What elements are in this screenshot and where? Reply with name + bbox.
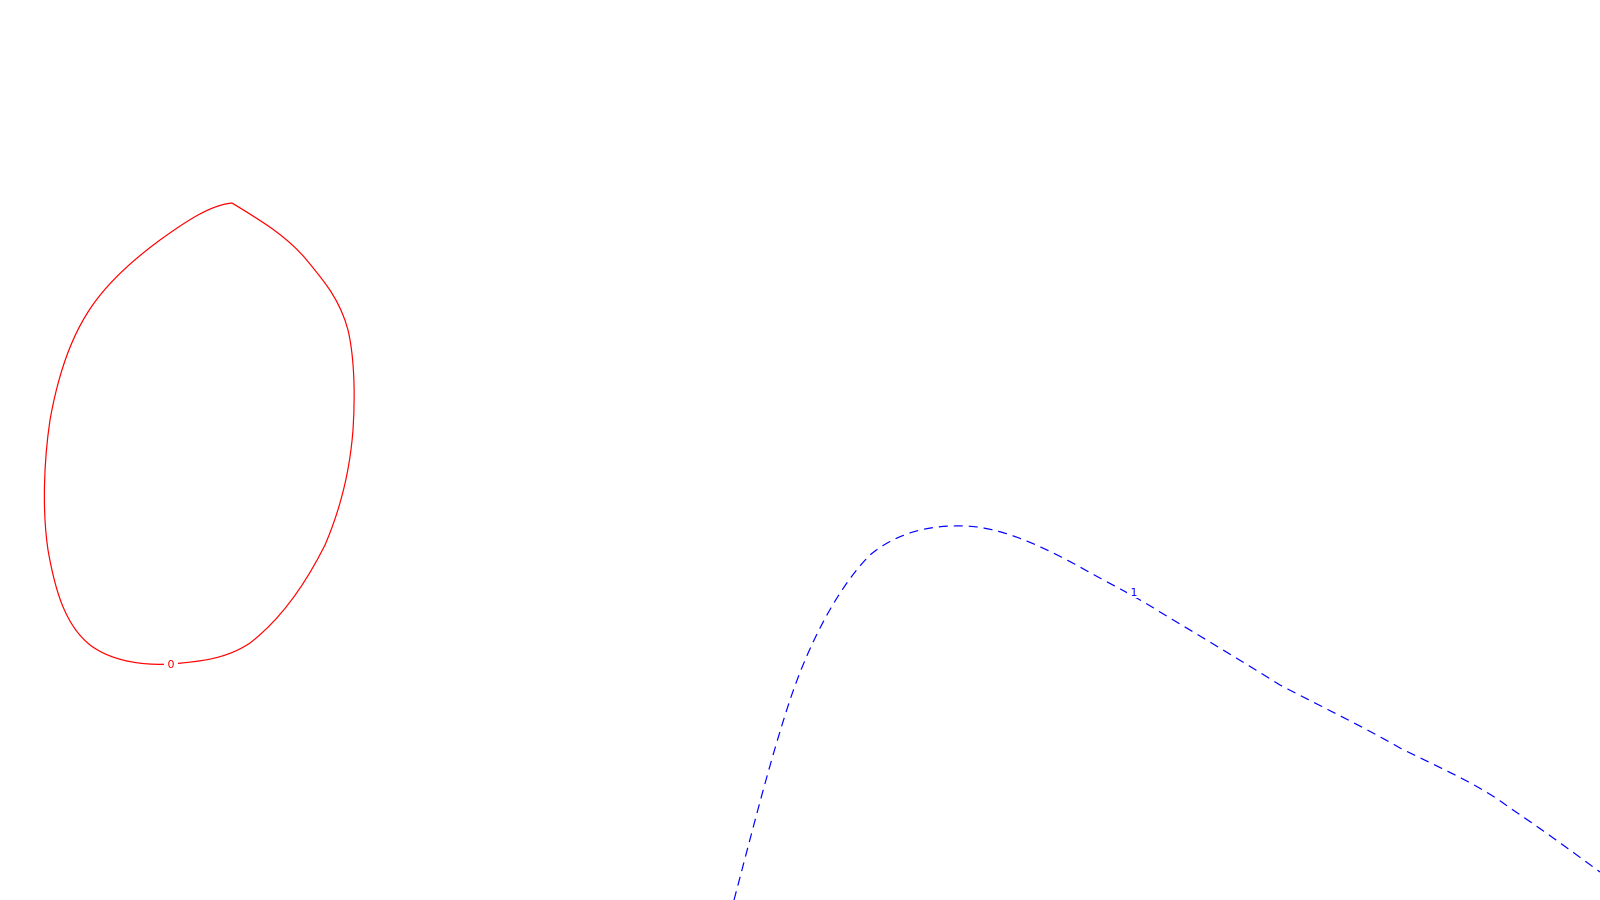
contour-1-label-bg: [1127, 585, 1141, 598]
contour-0-label: 0: [168, 658, 175, 671]
contour-1: 1: [733, 525, 1600, 900]
contour-0: 0: [43, 202, 355, 671]
contour-1-line: [733, 525, 1600, 900]
contour-1-label: 1: [1131, 586, 1138, 599]
contour-0-label-bg: [164, 657, 178, 670]
contour-0-line: [43, 202, 355, 665]
